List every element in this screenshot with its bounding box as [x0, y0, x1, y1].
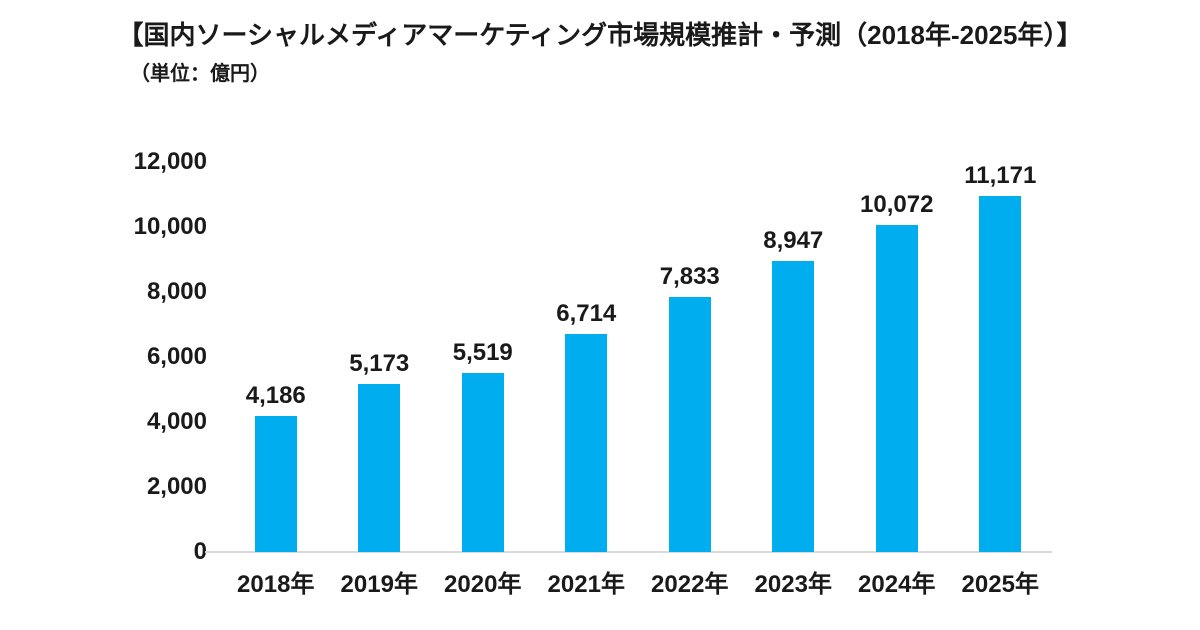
bar-group: 8,947	[742, 162, 846, 552]
x-axis-line	[205, 551, 1052, 553]
y-axis-tick-label: 0	[193, 538, 207, 565]
bar-value-label: 11,171	[964, 162, 1037, 189]
bar	[358, 384, 401, 552]
unit-label: （単位：億円）	[130, 63, 270, 85]
x-axis-label: 2020年	[444, 571, 522, 598]
bar-group: 7,833	[638, 162, 742, 552]
chart-title: 【国内ソーシャルメディアマーケティング市場規模推計・予測（2018年-2025年…	[117, 20, 1083, 50]
bar	[461, 373, 504, 552]
bar-group: 5,173	[328, 162, 432, 552]
x-axis-labels: 2018年 2019年 2020年 2021年 2022年 2023年 2024年 2025年	[224, 570, 1052, 600]
bar-value-label: 7,833	[659, 263, 720, 290]
x-axis-label: 2019年	[340, 571, 418, 598]
bar-value-label: 8,947	[763, 227, 824, 254]
y-axis-tick-label: 12,000	[133, 148, 207, 175]
x-axis-label: 2024年	[858, 571, 936, 598]
bar	[565, 334, 608, 552]
bar-group: 4,186	[224, 162, 328, 552]
y-axis-tick-label: 2,000	[146, 473, 207, 500]
y-axis-tick-label: 8,000	[146, 278, 207, 305]
bar-value-label: 5,173	[349, 350, 410, 377]
bar-group: 11,171	[949, 162, 1053, 552]
x-axis-label: 2021年	[547, 571, 625, 598]
y-axis-tick-label: 4,000	[146, 408, 207, 435]
bar-group: 5,519	[431, 162, 535, 552]
bar-value-label: 10,072	[860, 191, 934, 218]
x-axis-label: 2023年	[754, 571, 832, 598]
bar-group: 6,714	[535, 162, 639, 552]
bar-value-label: 5,519	[452, 339, 513, 366]
bar	[772, 261, 815, 552]
bar-value-label: 6,714	[556, 300, 617, 327]
bar	[668, 297, 711, 552]
bar	[254, 416, 297, 552]
bar	[979, 196, 1022, 552]
bar-group: 10,072	[845, 162, 949, 552]
bar-value-label: 4,186	[245, 382, 306, 409]
y-axis-tick-label: 6,000	[146, 343, 207, 370]
x-axis-label: 2018年	[237, 571, 315, 598]
y-axis-tick-label: 10,000	[133, 213, 207, 240]
bars-row: 4,186 5,173 5,519 6,714 7,833 8,947 10,072 11,1…	[224, 162, 1052, 552]
bar	[875, 225, 918, 552]
x-axis-label: 2022年	[651, 571, 729, 598]
x-axis-label: 2025年	[961, 571, 1039, 598]
